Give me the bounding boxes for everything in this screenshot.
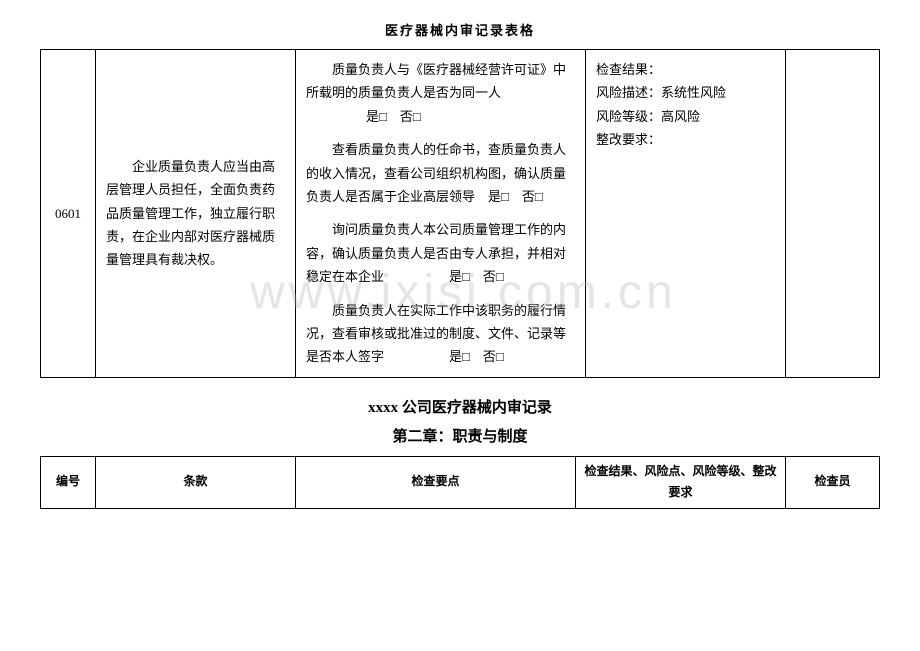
point-3: 询问质量负责人本公司质量管理工作的内容，确认质量负责人是否由专人承担，并相对稳定…: [306, 218, 575, 288]
result-line-1: 检查结果：: [596, 58, 775, 81]
table-header-row: 编号 条款 检查要点 检查结果、风险点、风险等级、整改要求 检查员: [41, 456, 880, 508]
header-id: 编号: [41, 456, 96, 508]
audit-table-2: 编号 条款 检查要点 检查结果、风险点、风险等级、整改要求 检查员: [40, 456, 880, 509]
point-2: 查看质量负责人的任命书，查质量负责人的收入情况，查看公司组织机构图，确认质量负责…: [306, 138, 575, 208]
result-line-4: 整改要求：: [596, 128, 775, 151]
result-line-2: 风险描述：系统性风险: [596, 81, 775, 104]
check-points: 质量负责人与《医疗器械经营许可证》中所载明的质量负责人是否为同一人 是□ 否□ …: [296, 50, 586, 378]
point-4: 质量负责人在实际工作中该职务的履行情况，查看审核或批准过的制度、文件、记录等是否…: [306, 299, 575, 369]
clause-text: 企业质量负责人应当由高层管理人员担任，全面负责药品质量管理工作，独立履行职责，在…: [106, 155, 285, 272]
point-1: 质量负责人与《医疗器械经营许可证》中所载明的质量负责人是否为同一人: [306, 58, 575, 105]
inspector-cell: [786, 50, 880, 378]
row-clause: 企业质量负责人应当由高层管理人员担任，全面负责药品质量管理工作，独立履行职责，在…: [96, 50, 296, 378]
point-1-check: 是□ 否□: [306, 105, 575, 128]
row-id: 0601: [41, 50, 96, 378]
section-title: xxxx 公司医疗器械内审记录: [40, 396, 880, 417]
results-cell: 检查结果： 风险描述：系统性风险 风险等级：高风险 整改要求：: [586, 50, 786, 378]
table-row: 0601 企业质量负责人应当由高层管理人员担任，全面负责药品质量管理工作，独立履…: [41, 50, 880, 378]
header-clause: 条款: [96, 456, 296, 508]
result-line-3: 风险等级：高风险: [596, 105, 775, 128]
page-header: 医疗器械内审记录表格: [40, 20, 880, 39]
header-inspector: 检查员: [786, 456, 880, 508]
header-points: 检查要点: [296, 456, 576, 508]
header-results: 检查结果、风险点、风险等级、整改要求: [576, 456, 786, 508]
audit-table-1: 0601 企业质量负责人应当由高层管理人员担任，全面负责药品质量管理工作，独立履…: [40, 49, 880, 378]
chapter-title: 第二章：职责与制度: [40, 425, 880, 446]
